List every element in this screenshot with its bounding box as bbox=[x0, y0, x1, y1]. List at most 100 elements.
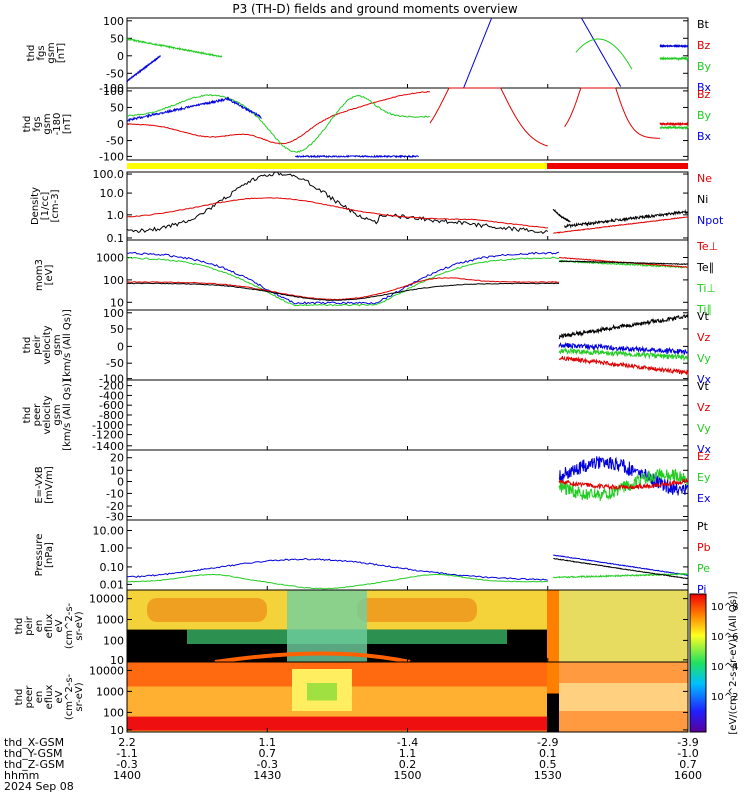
y-tick-label: 50 bbox=[110, 32, 124, 45]
legend-ne: Ne bbox=[697, 172, 712, 185]
y-tick-label: 0.1 bbox=[107, 232, 125, 245]
series-pi bbox=[126, 557, 548, 581]
series-pi bbox=[553, 554, 689, 576]
legend-vy: Vy bbox=[697, 352, 711, 365]
series-ex bbox=[558, 456, 689, 496]
series-by bbox=[126, 37, 223, 58]
footer-row-label: thd_Y-GSM bbox=[4, 747, 63, 760]
footer-row-label: hhmm bbox=[4, 769, 39, 782]
legend-pi: Pi bbox=[697, 583, 706, 596]
y-axis-label: [km/s (All Qs)] bbox=[62, 379, 73, 451]
series-pe bbox=[126, 573, 548, 590]
series-bz bbox=[659, 121, 689, 127]
colorbar-tick-label: 10^2 bbox=[711, 692, 738, 703]
footer-value-x: 1.1 bbox=[259, 736, 277, 749]
series-ne bbox=[553, 216, 689, 234]
y-tick-label: -600 bbox=[99, 399, 124, 412]
y-axis-label: eV bbox=[54, 619, 65, 632]
y-tick-label: 20 bbox=[110, 452, 124, 465]
y-axis-label: sr-eV) bbox=[74, 682, 85, 711]
y-tick-label: -50 bbox=[106, 67, 124, 80]
legend-vt: Vt bbox=[697, 380, 710, 393]
y-axis-label: eflux bbox=[44, 614, 55, 639]
y-tick-label: -1400 bbox=[92, 440, 124, 453]
series-ti-par bbox=[126, 251, 560, 305]
panel-p8: 10.00 1.00 0.10 0.01 Pressure [nPa] Pt Pb Pe Pi bbox=[34, 519, 711, 596]
y-tick-label: 10 bbox=[110, 654, 124, 667]
series-ni bbox=[552, 208, 571, 223]
footer-value-z: -0.3 bbox=[257, 758, 278, 771]
series-te-par bbox=[559, 260, 689, 266]
spectrogram-electron bbox=[127, 662, 688, 732]
y-tick-label: 0 bbox=[117, 50, 124, 63]
series-ti-perp bbox=[127, 256, 559, 307]
y-axis-label: (cm^2-s- bbox=[64, 673, 75, 720]
series-ne bbox=[126, 197, 548, 229]
footer-value-z: 0.7 bbox=[679, 758, 697, 771]
panel-frame bbox=[126, 87, 689, 161]
legend-by: By bbox=[697, 109, 712, 122]
spectrogram-gap-dark bbox=[547, 693, 559, 732]
y-tick-label: 50 bbox=[110, 101, 124, 114]
colorbar bbox=[689, 593, 707, 733]
footer-value-y: -1.1 bbox=[116, 747, 137, 760]
footer-value-x: -2.9 bbox=[537, 736, 558, 749]
y-tick-label: 1000 bbox=[96, 614, 124, 627]
legend-vz: Vz bbox=[697, 331, 711, 344]
y-tick-label: -50 bbox=[106, 357, 124, 370]
spectrogram-arc bbox=[214, 651, 411, 664]
footer-value-z: 0.2 bbox=[399, 758, 417, 771]
y-tick-label: -10 bbox=[106, 487, 124, 500]
legend-ti∥: Ti∥ bbox=[696, 303, 712, 316]
panel-frame bbox=[126, 379, 689, 451]
footer-value-x: -1.4 bbox=[397, 736, 418, 749]
legend-ti⊥: Ti⊥ bbox=[696, 282, 716, 295]
y-tick-label: -400 bbox=[99, 389, 124, 402]
y-tick-label: 0 bbox=[117, 476, 124, 489]
y-axis-label: gsm bbox=[42, 113, 53, 134]
legend-vy: Vy bbox=[697, 422, 711, 435]
legend-vx: Vx bbox=[697, 373, 712, 386]
footer-value-y: 1.1 bbox=[399, 747, 417, 760]
panel-p1: 100 50 0 -50 -100 thd fgs gsm [nT] Bt Bz By Bx bbox=[26, 15, 712, 95]
y-tick-label: 50 bbox=[110, 323, 124, 336]
y-tick-label: 100 bbox=[103, 85, 124, 98]
y-tick-label: 10000 bbox=[89, 593, 124, 606]
y-axis-label: gsm bbox=[46, 42, 57, 63]
legend-ez: Ez bbox=[697, 450, 710, 463]
spectrogram-gap bbox=[547, 590, 559, 662]
y-tick-label: 100 bbox=[103, 634, 124, 647]
footer-value-z: 0.5 bbox=[539, 758, 557, 771]
y-axis-label: [nT] bbox=[56, 43, 67, 63]
series-by bbox=[127, 94, 431, 153]
y-axis-label: gsm bbox=[52, 404, 63, 425]
panel-frame bbox=[126, 17, 689, 89]
series-bz bbox=[564, 87, 660, 139]
panel-p6: -200-400-600-800-1000-1200-1400 thd peer ve… bbox=[22, 379, 712, 456]
footer-row-label: thd_Z-GSM bbox=[4, 758, 64, 771]
y-tick-label: 100 bbox=[103, 274, 124, 287]
y-tick-label: 10 bbox=[110, 724, 124, 737]
y-tick-label: 1000 bbox=[96, 685, 124, 698]
series-bx bbox=[294, 154, 419, 159]
y-axis-label: en bbox=[34, 620, 45, 633]
y-tick-label: -1000 bbox=[92, 419, 124, 432]
spectrogram-core bbox=[307, 683, 337, 701]
panel-frame bbox=[126, 239, 689, 311]
y-tick-label: -800 bbox=[99, 409, 124, 422]
colorbar-label: [eV/(cm^2-s-sr-eV)] (All Qs)] bbox=[728, 591, 739, 734]
panel-frame bbox=[126, 309, 689, 381]
y-axis-label: peir bbox=[32, 334, 43, 354]
series-ez bbox=[558, 477, 689, 491]
y-axis-label: [km/s (All Qs)] bbox=[62, 309, 73, 381]
y-axis-label: thd bbox=[22, 116, 33, 133]
series-by bbox=[659, 125, 689, 131]
y-axis-label: thd bbox=[22, 337, 33, 354]
panel-p5: 100 50 0 -50 -100 thd peir velocity gsm [km/s (Al… bbox=[22, 307, 712, 386]
series-vz bbox=[558, 355, 689, 376]
y-axis-label: peer bbox=[24, 685, 35, 709]
y-axis-label: fgs bbox=[36, 45, 47, 60]
y-axis-label: -180 bbox=[52, 113, 63, 136]
series-vt bbox=[558, 313, 689, 340]
